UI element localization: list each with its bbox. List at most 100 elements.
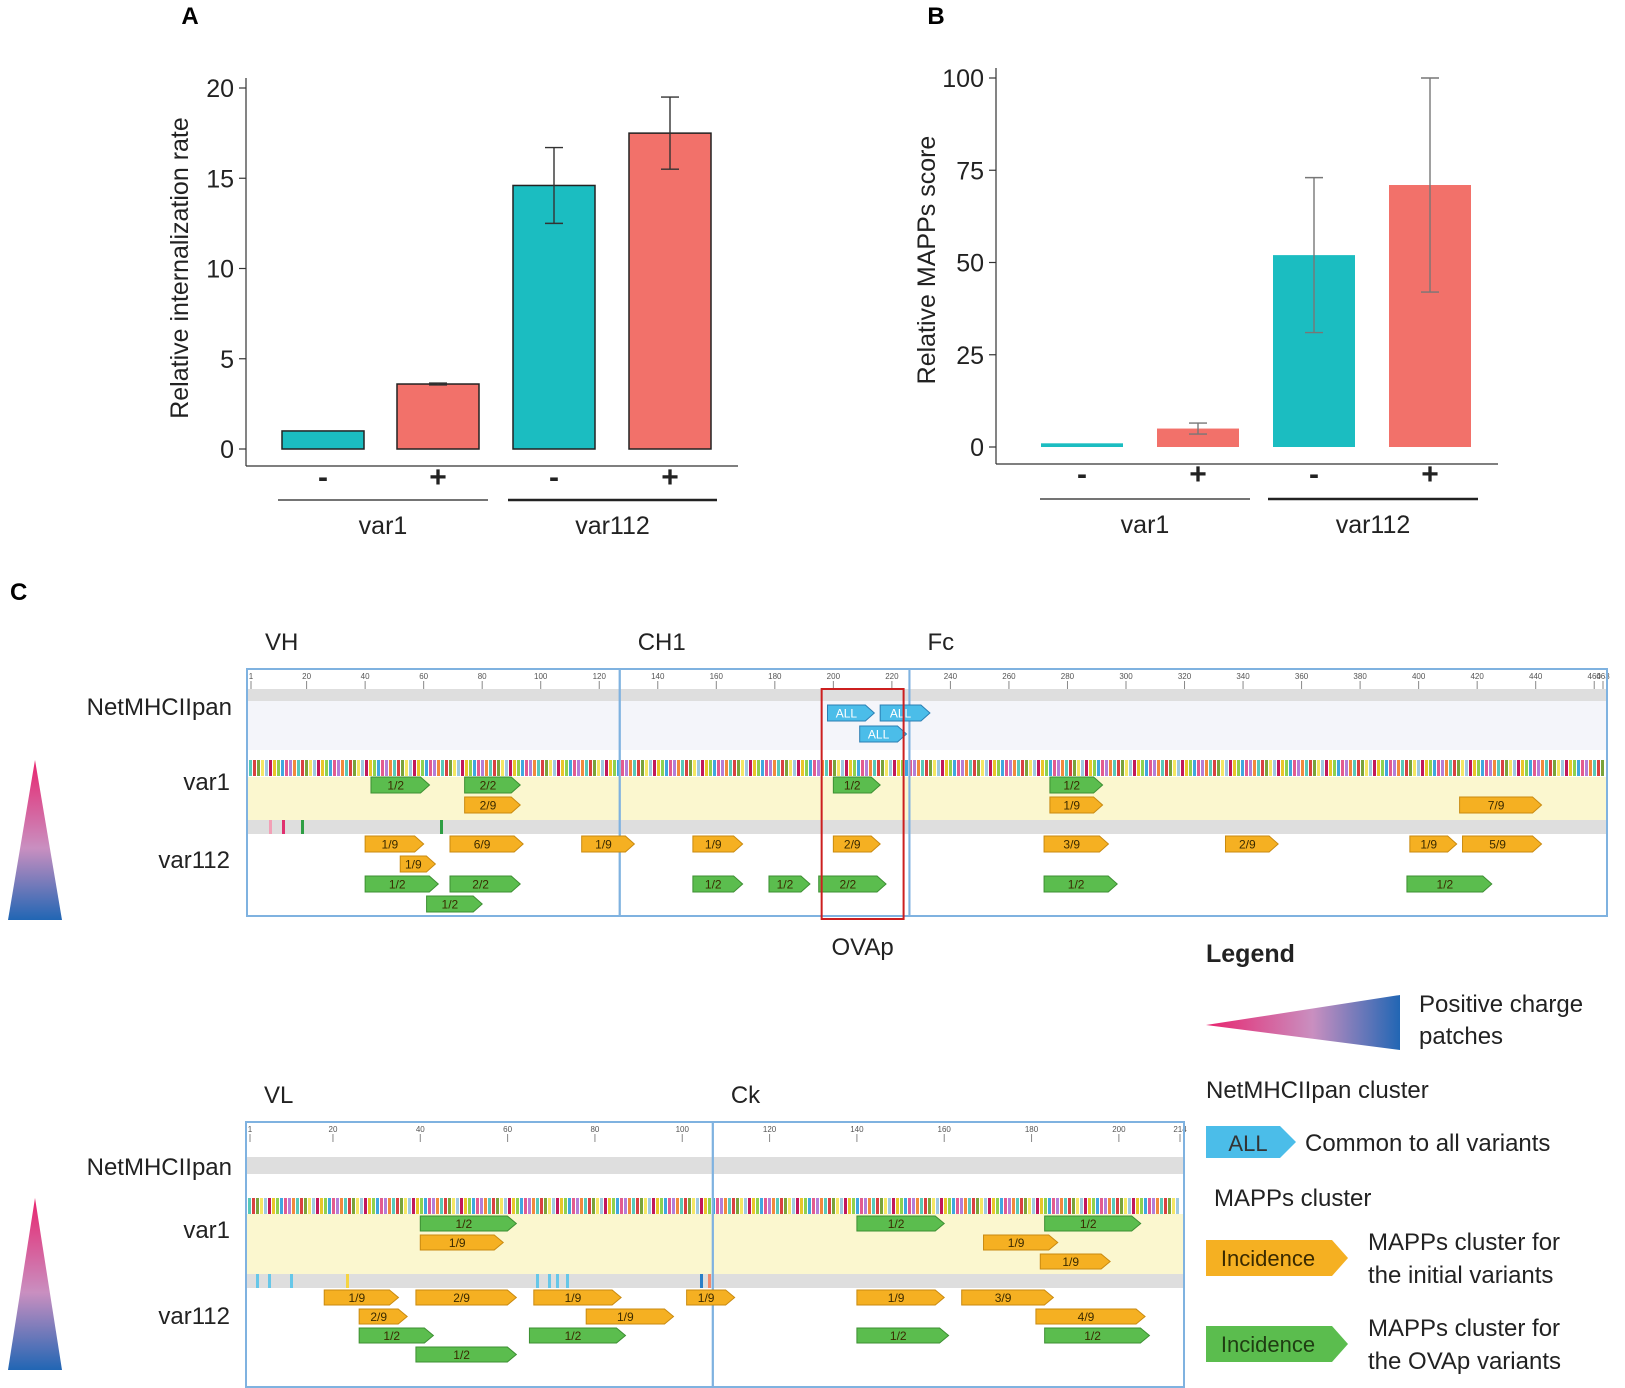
legend-charge-text: Positive charge xyxy=(1419,991,1583,1018)
residue-mark xyxy=(1349,760,1352,776)
x-category-label: + xyxy=(1421,458,1439,491)
ruler-tick-label: 320 xyxy=(1178,672,1192,681)
residue-mark xyxy=(388,1198,391,1214)
residue-mark xyxy=(432,1198,435,1214)
cluster-tag: 4/9 xyxy=(1035,1308,1146,1325)
row-label: var1 xyxy=(183,769,230,796)
cluster-tag-label: 1/9 xyxy=(888,1291,905,1305)
legend: Legend Positive charge patches NetMHCIIpan … xyxy=(1206,940,1583,1375)
residue-mark xyxy=(381,760,384,776)
residue-mark xyxy=(477,760,480,776)
row-label: var112 xyxy=(158,1303,230,1330)
residue-mark xyxy=(1313,760,1316,776)
y-tick-label: 75 xyxy=(956,157,984,185)
residue-mark xyxy=(757,760,760,776)
residue-mark xyxy=(404,1198,407,1214)
cluster-tag-shape xyxy=(464,776,521,794)
residue-mark xyxy=(836,1198,839,1214)
residue-mark xyxy=(268,1198,271,1214)
residue-mark xyxy=(960,1198,963,1214)
cluster-tag: 1/2 xyxy=(364,875,440,893)
residue-mark xyxy=(636,1198,639,1214)
residue-mark xyxy=(1065,760,1068,776)
residue-mark xyxy=(1169,760,1172,776)
legend-initial-desc: MAPPs cluster for xyxy=(1368,1229,1560,1256)
residue-mark xyxy=(1229,760,1232,776)
residue-mark xyxy=(1521,760,1524,776)
residue-mark xyxy=(1577,760,1580,776)
residue-mark xyxy=(1016,1198,1019,1214)
y-axis-label: Relative internalization rate xyxy=(166,117,194,419)
residue-mark xyxy=(700,1198,703,1214)
residue-mark xyxy=(288,1198,291,1214)
residue-mark xyxy=(1053,760,1056,776)
residue-mark xyxy=(1233,760,1236,776)
residue-mark xyxy=(681,760,684,776)
residue-mark xyxy=(781,760,784,776)
residue-mark xyxy=(1048,1198,1051,1214)
cluster-tag-label: 2/2 xyxy=(480,778,497,792)
residue-mark xyxy=(1261,760,1264,776)
residue-mark xyxy=(1077,760,1080,776)
residue-mark xyxy=(1341,760,1344,776)
residue-mark xyxy=(877,760,880,776)
charge-mark xyxy=(301,820,304,834)
cluster-tag-label: 6/9 xyxy=(474,837,491,851)
residue-mark xyxy=(624,1198,627,1214)
residue-mark xyxy=(704,1198,707,1214)
residue-mark xyxy=(1509,760,1512,776)
residue-mark xyxy=(280,1198,283,1214)
residue-mark xyxy=(608,1198,611,1214)
residue-mark xyxy=(1273,760,1276,776)
cluster-tag-label: 5/9 xyxy=(1489,837,1506,851)
residue-mark xyxy=(1305,760,1308,776)
residue-mark xyxy=(588,1198,591,1214)
residue-mark xyxy=(1461,760,1464,776)
residue-mark xyxy=(628,1198,631,1214)
residue-mark xyxy=(1120,1198,1123,1214)
cluster-tag-label: 1/9 xyxy=(565,1291,582,1305)
residue-mark xyxy=(664,1198,667,1214)
residue-mark xyxy=(665,760,668,776)
residue-mark xyxy=(568,1198,571,1214)
residue-mark xyxy=(605,760,608,776)
residue-mark xyxy=(572,1198,575,1214)
cluster-tag: ALL xyxy=(859,725,908,743)
residue-mark xyxy=(569,760,572,776)
residue-mark xyxy=(957,760,960,776)
cluster-tag-shape xyxy=(449,875,521,893)
residue-mark xyxy=(1457,760,1460,776)
cluster-tag: 1/2 xyxy=(528,1327,627,1344)
residue-mark xyxy=(488,1198,491,1214)
residue-mark xyxy=(989,760,992,776)
residue-mark xyxy=(520,1198,523,1214)
cluster-tag-shape xyxy=(961,1289,1055,1306)
residue-mark xyxy=(873,760,876,776)
domain-frame xyxy=(711,1121,1185,1388)
residue-mark xyxy=(533,760,536,776)
residue-mark xyxy=(308,1198,311,1214)
cluster-tag-shape xyxy=(879,704,931,722)
residue-mark xyxy=(680,1198,683,1214)
residue-mark xyxy=(905,760,908,776)
residue-mark xyxy=(524,1198,527,1214)
residue-mark xyxy=(581,760,584,776)
residue-mark xyxy=(401,760,404,776)
domain-frame xyxy=(908,668,1608,917)
residue-mark xyxy=(656,1198,659,1214)
residue-mark xyxy=(449,760,452,776)
cluster-tag-shape xyxy=(768,875,811,893)
residue-mark xyxy=(1353,760,1356,776)
residue-mark xyxy=(784,1198,787,1214)
cluster-tag-label: 1/9 xyxy=(348,1291,365,1305)
residue-mark xyxy=(549,760,552,776)
cluster-tag-shape xyxy=(323,1289,400,1306)
residue-mark xyxy=(717,760,720,776)
legend-netmhc-desc: Common to all variants xyxy=(1305,1130,1550,1157)
ruler xyxy=(246,1122,1184,1142)
residue-mark xyxy=(408,1198,411,1214)
residue-mark xyxy=(257,760,260,776)
residue-mark xyxy=(909,760,912,776)
residue-mark xyxy=(1068,1198,1071,1214)
